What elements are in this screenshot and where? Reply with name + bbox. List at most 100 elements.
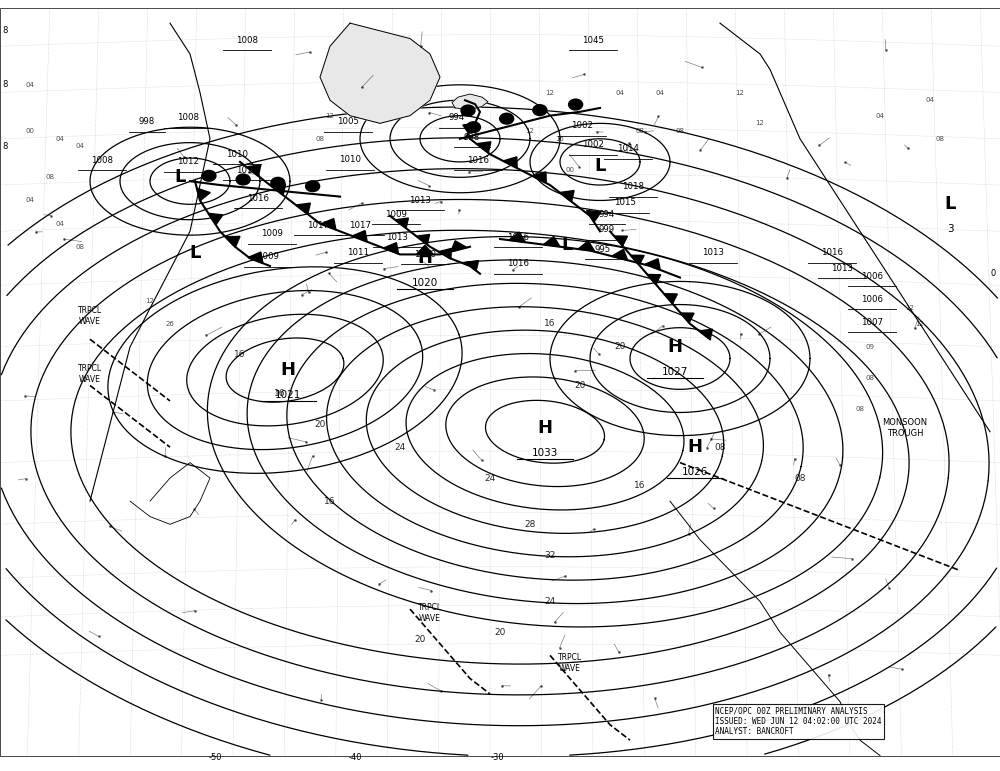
Text: NCEP/OPC 00Z PRELIMINARY ANALYSIS
ISSUED: WED JUN 12 04:02:00 UTC 2024
ANALYST: : NCEP/OPC 00Z PRELIMINARY ANALYSIS ISSUED… xyxy=(715,706,882,736)
Text: H: H xyxy=(688,438,702,456)
Text: 8: 8 xyxy=(2,26,8,35)
Text: 1016: 1016 xyxy=(467,156,489,165)
Text: -50: -50 xyxy=(208,752,222,762)
Text: 1013: 1013 xyxy=(386,233,408,242)
Text: 08: 08 xyxy=(46,174,54,180)
Text: 998: 998 xyxy=(139,117,155,126)
Text: 998: 998 xyxy=(464,133,480,142)
Circle shape xyxy=(533,105,547,116)
Polygon shape xyxy=(647,274,661,284)
Text: 16: 16 xyxy=(544,319,556,328)
Circle shape xyxy=(236,174,250,185)
Polygon shape xyxy=(296,203,310,214)
Text: 0: 0 xyxy=(990,269,996,278)
Text: L: L xyxy=(594,157,606,175)
Text: 16: 16 xyxy=(274,389,286,398)
Polygon shape xyxy=(383,243,398,254)
Polygon shape xyxy=(631,255,644,265)
Text: 1010: 1010 xyxy=(339,155,361,164)
Text: 26: 26 xyxy=(166,321,174,327)
Text: 12: 12 xyxy=(326,113,334,119)
Polygon shape xyxy=(699,329,712,339)
Text: 1009: 1009 xyxy=(261,229,283,238)
Text: 04: 04 xyxy=(616,89,624,96)
Polygon shape xyxy=(395,218,408,228)
Polygon shape xyxy=(612,250,628,261)
Text: 995: 995 xyxy=(595,244,611,254)
Text: 12: 12 xyxy=(736,89,744,96)
Text: 1006: 1006 xyxy=(861,295,883,304)
Text: -40: -40 xyxy=(348,752,362,762)
Polygon shape xyxy=(509,232,526,242)
Text: 1008: 1008 xyxy=(236,35,258,45)
Circle shape xyxy=(202,170,216,181)
Polygon shape xyxy=(225,237,240,247)
Text: 08: 08 xyxy=(856,406,864,412)
Text: 8: 8 xyxy=(2,142,8,151)
Circle shape xyxy=(306,180,320,191)
Text: 1009: 1009 xyxy=(385,210,407,219)
Text: 1005: 1005 xyxy=(337,117,359,126)
Text: 08: 08 xyxy=(676,128,684,134)
Text: 1014: 1014 xyxy=(617,144,639,153)
Text: 999: 999 xyxy=(599,225,615,234)
Text: 1013: 1013 xyxy=(702,248,724,258)
FancyBboxPatch shape xyxy=(0,8,1000,756)
Polygon shape xyxy=(352,231,367,242)
Text: 1016: 1016 xyxy=(507,259,529,268)
Text: 1008: 1008 xyxy=(91,156,113,165)
Text: 04: 04 xyxy=(56,136,64,142)
Text: H: H xyxy=(668,338,682,356)
Text: 1027: 1027 xyxy=(662,367,688,376)
Text: 16: 16 xyxy=(324,497,336,506)
Polygon shape xyxy=(645,259,660,270)
Text: 00: 00 xyxy=(26,128,34,134)
Polygon shape xyxy=(532,172,546,183)
Text: 16: 16 xyxy=(234,350,246,359)
Text: L: L xyxy=(189,244,201,262)
Text: 1006: 1006 xyxy=(861,271,883,281)
Circle shape xyxy=(466,122,480,133)
Polygon shape xyxy=(586,210,601,222)
Text: 04: 04 xyxy=(26,82,34,88)
Polygon shape xyxy=(543,237,560,247)
Text: TRPCL
WAVE: TRPCL WAVE xyxy=(418,603,442,623)
Text: 04: 04 xyxy=(876,113,884,119)
Text: 994: 994 xyxy=(449,113,465,123)
Polygon shape xyxy=(417,245,433,254)
Polygon shape xyxy=(681,313,694,323)
Text: H: H xyxy=(418,249,432,268)
Polygon shape xyxy=(465,261,479,271)
Polygon shape xyxy=(664,294,677,304)
Text: H: H xyxy=(538,419,552,437)
Text: 1013: 1013 xyxy=(831,264,853,273)
Text: 1026: 1026 xyxy=(682,467,708,476)
Text: 994: 994 xyxy=(599,210,615,219)
Text: 12: 12 xyxy=(146,298,154,304)
Text: 08: 08 xyxy=(316,136,324,142)
Text: 24: 24 xyxy=(484,473,496,483)
Polygon shape xyxy=(614,236,627,246)
Text: 1017: 1017 xyxy=(307,221,329,230)
Polygon shape xyxy=(560,190,574,202)
Text: 12: 12 xyxy=(916,321,924,327)
Text: TRPCL
WAVE: TRPCL WAVE xyxy=(78,306,102,326)
Text: 12: 12 xyxy=(546,89,554,96)
Polygon shape xyxy=(248,252,263,263)
Polygon shape xyxy=(321,218,336,230)
Polygon shape xyxy=(197,188,210,200)
Polygon shape xyxy=(439,248,451,259)
Text: 1018: 1018 xyxy=(622,182,644,191)
Text: 1008: 1008 xyxy=(177,113,199,123)
Text: 20: 20 xyxy=(614,342,626,352)
Polygon shape xyxy=(503,157,517,168)
Circle shape xyxy=(271,177,285,188)
Text: TRPCL
WAVE: TRPCL WAVE xyxy=(78,364,102,384)
Circle shape xyxy=(569,99,583,110)
Text: 1010: 1010 xyxy=(226,150,248,159)
Circle shape xyxy=(500,113,514,124)
Text: 00: 00 xyxy=(566,167,574,173)
Text: 3: 3 xyxy=(947,224,953,234)
Text: 1045: 1045 xyxy=(582,35,604,45)
Text: 1016: 1016 xyxy=(247,194,269,203)
